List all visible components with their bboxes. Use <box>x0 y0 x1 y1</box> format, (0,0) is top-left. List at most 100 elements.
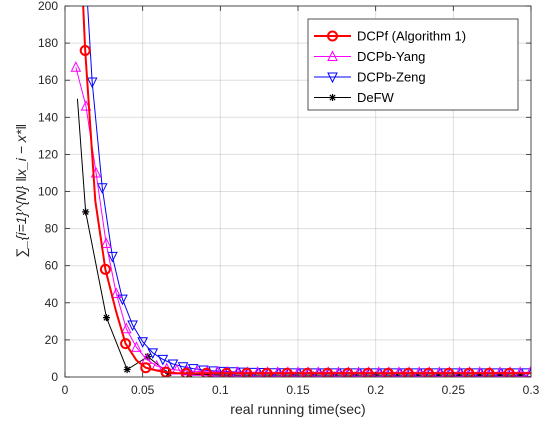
data-point <box>96 183 108 194</box>
series-group <box>70 6 531 377</box>
data-point <box>503 367 515 377</box>
data-point <box>310 371 318 377</box>
data-point <box>241 367 253 377</box>
data-point <box>140 362 152 374</box>
data-point <box>82 208 90 216</box>
data-point <box>434 366 445 377</box>
x-tick-label: 0.15 <box>286 383 310 397</box>
data-point <box>464 366 475 377</box>
data-point <box>177 362 189 373</box>
y-tick-label: 200 <box>38 0 58 13</box>
y-tick-label: 0 <box>51 370 58 384</box>
data-point <box>127 320 138 332</box>
data-point <box>281 367 293 377</box>
data-point <box>474 366 486 377</box>
data-point <box>232 366 243 377</box>
axis-ticks: 0 0.05 0.1 0.15 0.2 0.25 0.3 0 20 40 60 80 100 120 140… <box>38 0 540 397</box>
data-point <box>422 367 434 377</box>
data-point <box>123 366 131 374</box>
data-point <box>434 371 442 377</box>
legend-marker <box>327 50 338 61</box>
data-point <box>301 367 313 377</box>
legend-item: DCPf (Algorithm 1) <box>314 29 466 44</box>
data-point <box>242 366 253 377</box>
data-point <box>484 366 496 377</box>
data-point <box>110 287 122 299</box>
legend-label: DCPb-Zeng <box>357 70 426 85</box>
x-axis-label: real running time(sec) <box>230 401 365 417</box>
data-point <box>211 365 223 377</box>
data-point <box>262 366 274 377</box>
data-point <box>222 366 233 377</box>
legend-item: DeFW <box>314 90 395 105</box>
data-point <box>100 237 112 248</box>
data-point <box>373 366 385 377</box>
data-point <box>99 263 111 275</box>
data-point <box>282 366 294 377</box>
series-dcpf-algorithm-1 <box>79 6 531 377</box>
data-point <box>102 314 110 322</box>
data-point <box>120 338 132 350</box>
data-point <box>514 366 526 377</box>
data-point <box>382 367 394 377</box>
legend-marker <box>329 94 336 101</box>
y-tick-label: 40 <box>45 296 59 310</box>
data-point <box>333 366 344 377</box>
data-point <box>180 367 192 377</box>
data-point <box>117 294 128 306</box>
data-point <box>444 366 455 377</box>
data-point <box>342 367 354 377</box>
x-tick-label: 0.2 <box>367 383 384 397</box>
y-tick-label: 160 <box>38 73 58 87</box>
data-point <box>79 45 91 57</box>
x-tick-label: 0.25 <box>442 383 466 397</box>
data-point <box>200 367 212 377</box>
data-point <box>121 322 132 334</box>
y-tick-label: 120 <box>38 147 58 161</box>
y-tick-label: 60 <box>45 259 59 273</box>
data-point <box>504 366 516 377</box>
y-tick-label: 180 <box>38 36 58 50</box>
data-point <box>272 366 284 377</box>
data-point <box>363 366 374 377</box>
data-point <box>252 366 263 377</box>
data-point <box>322 367 334 377</box>
data-point <box>70 61 82 72</box>
data-point <box>261 367 273 377</box>
data-point <box>454 371 462 377</box>
data-point <box>517 371 525 377</box>
data-point <box>454 366 465 377</box>
legend-box <box>307 18 519 111</box>
x-tick-label: 0 <box>62 383 69 397</box>
data-point <box>403 366 415 377</box>
x-tick-label: 0.1 <box>212 383 229 397</box>
data-point <box>353 366 364 377</box>
data-point <box>312 366 324 377</box>
legend-label: DCPb-Yang <box>357 49 425 64</box>
data-point <box>383 366 395 377</box>
data-point <box>402 367 414 377</box>
y-tick-label: 80 <box>45 222 59 236</box>
legend-item: DCPb-Zeng <box>314 70 426 85</box>
data-point <box>221 367 233 377</box>
data-point <box>302 366 314 377</box>
legend-item: DCPb-Yang <box>314 49 425 64</box>
y-tick-label: 140 <box>38 110 58 124</box>
data-point <box>393 366 405 377</box>
data-point <box>362 367 374 377</box>
data-point <box>475 371 483 377</box>
data-point <box>107 251 118 263</box>
data-point <box>413 366 425 377</box>
data-point <box>137 337 148 348</box>
data-point <box>167 359 179 371</box>
legend: DCPf (Algorithm 1) DCPb-Yang DCPb-Zeng DeFW <box>307 18 519 111</box>
y-tick-label: 100 <box>38 185 58 199</box>
x-tick-label: 0.3 <box>523 383 540 397</box>
data-point <box>86 77 98 89</box>
data-point <box>463 367 475 377</box>
data-point <box>147 348 159 360</box>
data-point <box>322 366 334 377</box>
x-tick-label: 0.05 <box>131 383 155 397</box>
legend-marker <box>327 72 338 84</box>
